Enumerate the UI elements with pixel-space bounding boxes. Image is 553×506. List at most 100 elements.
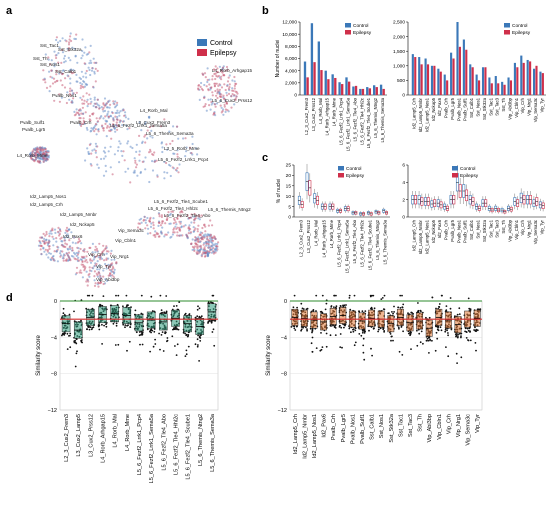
b-left-bar-control [379,84,383,95]
d-left-point [176,327,178,330]
c-right-x-tick-label: Vip_Crh [520,219,525,235]
umap-point [199,240,202,244]
d-right-point [305,308,308,311]
umap-point [164,214,167,217]
b-right-x-tick-label: Vip_Cbln1 [514,97,519,117]
b-left-legend-label: Control [353,23,368,29]
umap-point [118,121,121,124]
umap-point [213,85,216,88]
umap-point [102,244,105,247]
umap-point [203,255,207,258]
d-right-point [400,326,403,328]
b-right-x-tick-label: Pvalb_Nos1 [456,97,461,121]
umap-point [167,211,170,214]
b-right-x-tick-label: Vip_Sema3c [533,97,538,122]
umap-point [37,155,40,158]
b-left-bar-control [331,74,334,95]
umap-point [68,90,72,93]
d-right-x-tick-label: Sst_Calb1 [370,414,376,440]
d-right-point [335,294,337,297]
umap-point [156,174,159,177]
b-right-bar-epilepsy [452,58,455,95]
d-left-point [88,294,91,297]
d-right-point [383,294,386,297]
c-left-y-tick-label: 20 [286,173,292,179]
d-left-point [166,337,169,339]
umap-point [144,219,147,222]
d-left-point [150,328,153,331]
c-right-x-tick-label: Vip_Tyr [539,219,544,234]
umap-point [96,98,99,101]
umap-point [191,245,194,248]
umap-point [217,241,220,244]
umap-point [163,177,166,180]
umap-point [44,234,47,237]
umap-point [223,74,226,77]
c-right-x-tick-label: Id2_Pax6 [437,219,442,238]
d-left-point [173,305,175,307]
d-left-x-tick-label: L5_6_Fezf2_Tle4_Scube1 [186,414,192,480]
d-left-point [197,344,199,346]
umap-point [42,160,45,163]
umap-point [34,153,37,156]
umap-point [82,255,86,258]
umap-point [197,84,200,87]
umap-point [77,113,81,116]
umap-cluster-8 [190,233,220,258]
umap-point [232,89,235,92]
umap-point [228,74,231,77]
d-right-point [311,330,314,332]
umap-point [171,139,174,143]
umap-point [203,236,206,239]
d-left-point [212,294,215,297]
umap-point [36,150,39,153]
umap-point [64,77,67,80]
umap-point [196,240,199,243]
b-right-bar-control [520,55,523,95]
umap-point [161,146,164,149]
umap-point [94,61,97,64]
umap-point [110,249,113,252]
umap-point [81,85,84,88]
umap-point [77,259,81,262]
umap-point [121,154,124,157]
umap-cluster-4 [73,96,127,133]
umap-point [80,57,83,60]
umap-point [206,67,209,70]
umap-point [222,94,225,97]
umap-point [55,56,58,60]
b-left-legend-swatch [345,23,351,28]
d-right-point [329,334,332,337]
umap-point [196,247,199,250]
umap-point [204,249,207,252]
umap-point [42,232,45,235]
d-right-point [300,329,302,332]
d-right-x-tick-label: Id2_Lamp5_Nos1 [312,414,318,458]
d-right-x-tick-label: Id2_Lamp5_Crh [293,414,299,454]
b-right-x-tick-label: Id2_Lamp5_Nmbr [418,97,423,132]
d-left-point [174,345,176,347]
umap-point [39,242,42,245]
umap-point [135,143,138,146]
umap-point [42,69,45,72]
umap-point [80,242,83,245]
d-left-point [159,294,162,297]
umap-point [104,103,107,106]
d-left-point [210,321,213,323]
umap-point [66,74,69,77]
umap-point [186,237,189,240]
umap-point [127,117,130,120]
c-left-x-tick-label: L5_6_Fezf2_Tle4_Abo [352,219,357,263]
umap-point [38,161,41,164]
umap-point [60,96,64,99]
umap-point [160,214,163,217]
d-right-point [344,324,346,327]
umap-point [144,227,147,230]
umap-point [118,161,121,164]
umap-point [56,260,60,263]
d-right-point [343,326,345,329]
b-right-y-tick-label: 0 [402,93,405,99]
d-left-point [75,342,78,345]
